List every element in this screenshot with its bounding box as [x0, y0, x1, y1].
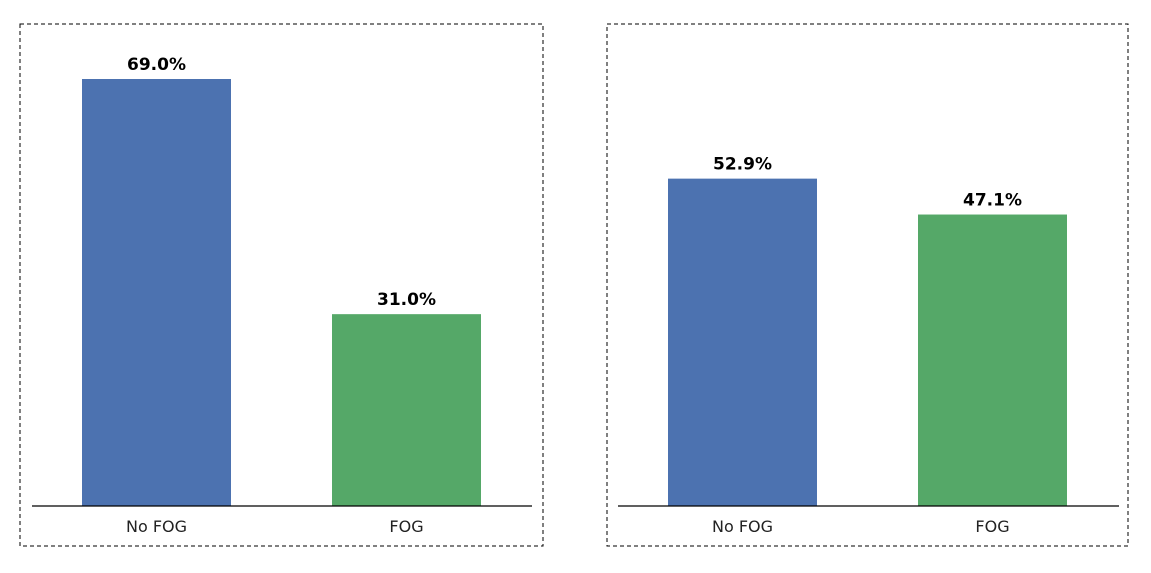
left-tick-label-fog: FOG	[389, 517, 423, 536]
chart-panel-left: 69.0% No FOG 31.0% FOG	[19, 23, 544, 547]
left-data-label-no-fog: 69.0%	[127, 55, 186, 75]
right-panel-frame	[606, 23, 1129, 547]
right-tick-label-fog: FOG	[975, 517, 1009, 536]
left-panel-frame	[19, 23, 544, 547]
right-data-label-fog: 47.1%	[963, 191, 1022, 211]
left-bar-fog	[332, 314, 481, 506]
left-data-label-fog: 31.0%	[377, 290, 436, 310]
right-data-label-no-fog: 52.9%	[713, 155, 772, 175]
right-bar-no-fog	[668, 178, 817, 506]
right-bar-fog	[918, 214, 1067, 506]
left-tick-label-no-fog: No FOG	[126, 517, 187, 536]
chart-panel-right: 52.9% No FOG 47.1% FOG	[606, 23, 1129, 547]
left-bar-no-fog	[82, 79, 231, 506]
right-tick-label-no-fog: No FOG	[712, 517, 773, 536]
